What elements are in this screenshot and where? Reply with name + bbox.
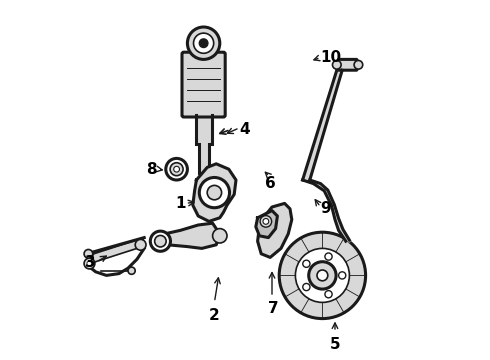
Circle shape <box>207 185 221 200</box>
Circle shape <box>260 216 271 227</box>
Text: 10: 10 <box>320 50 342 65</box>
Circle shape <box>309 262 336 289</box>
Circle shape <box>166 158 187 180</box>
Text: 3: 3 <box>85 255 96 270</box>
Circle shape <box>279 232 366 319</box>
Circle shape <box>303 283 310 291</box>
Polygon shape <box>335 59 360 70</box>
Circle shape <box>317 270 328 281</box>
Circle shape <box>354 60 363 69</box>
Circle shape <box>84 249 93 258</box>
Circle shape <box>135 239 146 250</box>
Polygon shape <box>193 164 236 221</box>
Circle shape <box>155 235 166 247</box>
Circle shape <box>128 267 135 274</box>
Circle shape <box>187 27 220 59</box>
Circle shape <box>213 229 227 243</box>
Text: 4: 4 <box>240 122 250 137</box>
Text: 7: 7 <box>269 301 279 316</box>
Polygon shape <box>157 223 220 248</box>
Text: 8: 8 <box>146 162 157 177</box>
Circle shape <box>295 248 349 302</box>
FancyBboxPatch shape <box>182 52 225 117</box>
Circle shape <box>84 258 95 269</box>
Text: 5: 5 <box>330 337 341 352</box>
Circle shape <box>170 163 183 176</box>
Circle shape <box>339 272 346 279</box>
Text: 6: 6 <box>265 176 275 192</box>
Text: 2: 2 <box>209 308 220 323</box>
Circle shape <box>199 39 208 48</box>
Circle shape <box>333 60 341 69</box>
Circle shape <box>325 253 332 260</box>
Circle shape <box>199 177 229 208</box>
Text: 9: 9 <box>320 201 331 216</box>
Circle shape <box>150 231 171 251</box>
Circle shape <box>325 291 332 298</box>
Polygon shape <box>256 211 277 238</box>
Text: 1: 1 <box>175 196 186 211</box>
Polygon shape <box>258 203 292 257</box>
Polygon shape <box>87 238 144 265</box>
Polygon shape <box>303 70 342 180</box>
Circle shape <box>174 166 179 172</box>
Circle shape <box>87 261 92 266</box>
Circle shape <box>194 33 214 53</box>
Circle shape <box>303 260 310 267</box>
Circle shape <box>263 219 269 224</box>
